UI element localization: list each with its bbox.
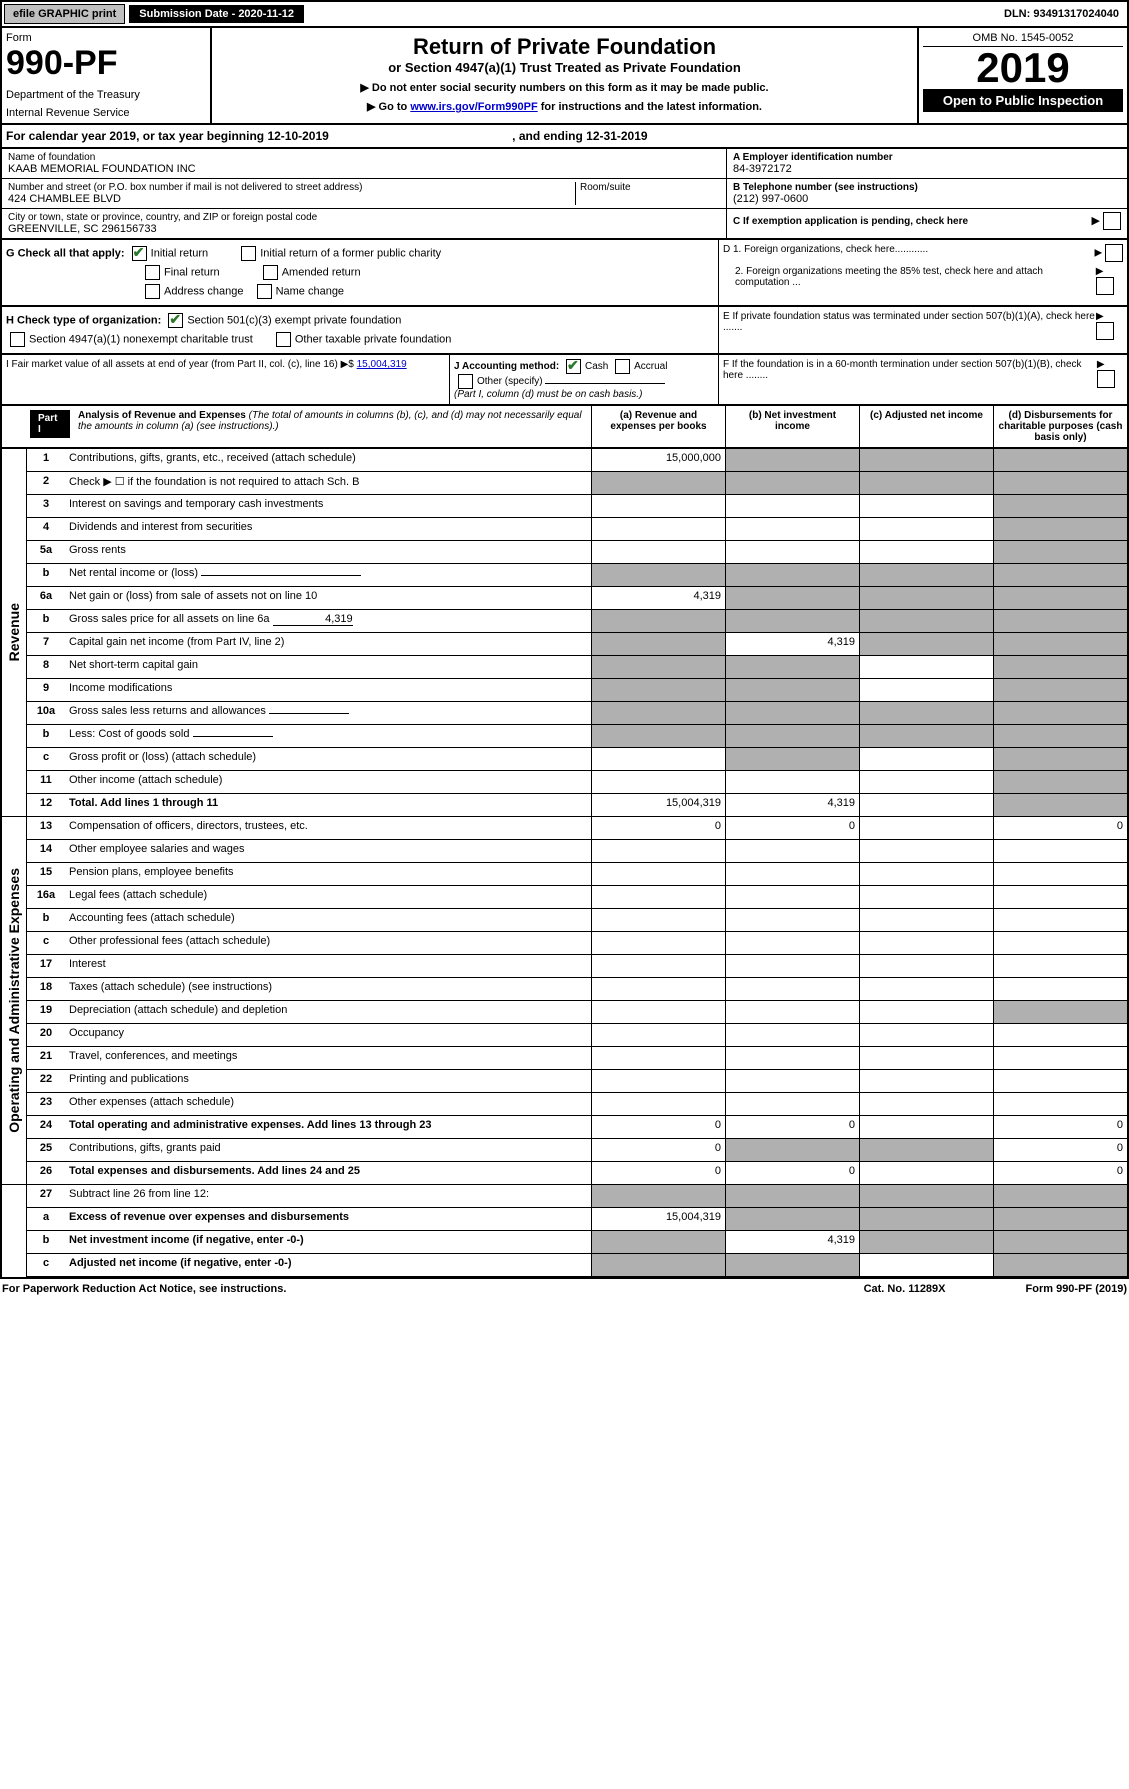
irs-link[interactable]: www.irs.gov/Form990PF — [410, 101, 537, 113]
checks-h-block: H Check type of organization: Section 50… — [0, 307, 1129, 355]
form-subtitle: or Section 4947(a)(1) Trust Treated as P… — [218, 60, 911, 75]
col-a-header: (a) Revenue and expenses per books — [591, 406, 725, 447]
l12-b: 4,319 — [725, 794, 859, 816]
addr-label: Number and street (or P.O. box number if… — [8, 182, 575, 193]
page-footer: For Paperwork Reduction Act Notice, see … — [0, 1278, 1129, 1299]
j-other-check[interactable] — [458, 374, 473, 389]
foundation-name: KAAB MEMORIAL FOUNDATION INC — [8, 163, 720, 175]
j-accrual-check[interactable] — [615, 359, 630, 374]
l7-b: 4,319 — [725, 633, 859, 655]
footer-formno: Form 990-PF (2019) — [1026, 1283, 1127, 1295]
initial-former-check[interactable] — [241, 246, 256, 261]
city-label: City or town, state or province, country… — [8, 212, 720, 223]
ein-label: A Employer identification number — [733, 152, 1121, 163]
tax-year: 2019 — [923, 47, 1123, 89]
part1-header-row: Part I Analysis of Revenue and Expenses … — [0, 406, 1129, 449]
amended-check[interactable] — [263, 265, 278, 280]
c-label: C If exemption application is pending, c… — [733, 216, 968, 227]
name-label: Name of foundation — [8, 152, 720, 163]
h3-check[interactable] — [276, 332, 291, 347]
e-label: E If private foundation status was termi… — [723, 311, 1096, 333]
f-label: F If the foundation is in a 60-month ter… — [723, 359, 1097, 381]
d2-checkbox[interactable] — [1096, 277, 1114, 295]
j-cash-check[interactable] — [566, 359, 581, 374]
col-c-header: (c) Adjusted net income — [859, 406, 993, 447]
identity-block: Name of foundation KAAB MEMORIAL FOUNDAT… — [0, 149, 1129, 240]
name-change-check[interactable] — [257, 284, 272, 299]
j-label: J Accounting method: — [454, 361, 559, 372]
e-checkbox[interactable] — [1096, 322, 1114, 340]
checks-g-block: G Check all that apply: Initial return I… — [0, 240, 1129, 307]
calendar-year-row: For calendar year 2019, or tax year begi… — [0, 125, 1129, 149]
d1-label: D 1. Foreign organizations, check here..… — [723, 244, 928, 255]
f-checkbox[interactable] — [1097, 370, 1115, 388]
g-label: G Check all that apply: — [6, 247, 125, 259]
efile-button[interactable]: efile GRAPHIC print — [4, 4, 125, 24]
tel-value: (212) 997-0600 — [733, 193, 1121, 205]
dept-line2: Internal Revenue Service — [6, 107, 206, 119]
col-b-header: (b) Net investment income — [725, 406, 859, 447]
open-inspection: Open to Public Inspection — [923, 89, 1123, 112]
l6a-a: 4,319 — [591, 587, 725, 609]
dept-line1: Department of the Treasury — [6, 89, 206, 101]
instr-line1: ▶ Do not enter social security numbers o… — [218, 81, 911, 94]
street-address: 424 CHAMBLEE BLVD — [8, 193, 575, 205]
h2-check[interactable] — [10, 332, 25, 347]
room-label: Room/suite — [580, 182, 720, 193]
final-return-check[interactable] — [145, 265, 160, 280]
opex-vlabel: Operating and Administrative Expenses — [6, 868, 22, 1133]
l12-a: 15,004,319 — [591, 794, 725, 816]
instr-line2: ▶ Go to www.irs.gov/Form990PF for instru… — [218, 100, 911, 113]
d2-label: 2. Foreign organizations meeting the 85%… — [723, 266, 1096, 288]
ein-value: 84-3972172 — [733, 163, 1121, 175]
addr-change-check[interactable] — [145, 284, 160, 299]
part1-label: Part I — [30, 410, 70, 438]
city-state-zip: GREENVILLE, SC 296156733 — [8, 223, 720, 235]
form-header: Form 990-PF Department of the Treasury I… — [0, 28, 1129, 125]
h1-check[interactable] — [168, 313, 183, 328]
submission-date: Submission Date - 2020-11-12 — [129, 5, 304, 23]
form-title: Return of Private Foundation — [218, 34, 911, 60]
c-checkbox[interactable] — [1103, 212, 1121, 230]
footer-catno: Cat. No. 11289X — [864, 1283, 946, 1295]
form-number: 990-PF — [6, 44, 206, 83]
fmv-link[interactable]: 15,004,319 — [357, 359, 407, 370]
fmv-row: I Fair market value of all assets at end… — [0, 355, 1129, 406]
footer-left: For Paperwork Reduction Act Notice, see … — [2, 1283, 286, 1295]
revenue-vlabel: Revenue — [6, 603, 22, 661]
i-label: I Fair market value of all assets at end… — [6, 359, 338, 370]
initial-return-check[interactable] — [132, 246, 147, 261]
form-label: Form — [6, 32, 206, 44]
top-bar: efile GRAPHIC print Submission Date - 20… — [0, 0, 1129, 28]
part1-grid: Revenue 1Contributions, gifts, grants, e… — [0, 449, 1129, 1278]
dln-label: DLN: 93491317024040 — [996, 5, 1127, 23]
d1-checkbox[interactable] — [1105, 244, 1123, 262]
tel-label: B Telephone number (see instructions) — [733, 182, 1121, 193]
h-label: H Check type of organization: — [6, 314, 161, 326]
col-d-header: (d) Disbursements for charitable purpose… — [993, 406, 1127, 447]
part1-heading: Analysis of Revenue and Expenses — [78, 410, 246, 421]
j-note: (Part I, column (d) must be on cash basi… — [454, 389, 642, 400]
l1-a: 15,000,000 — [591, 449, 725, 471]
